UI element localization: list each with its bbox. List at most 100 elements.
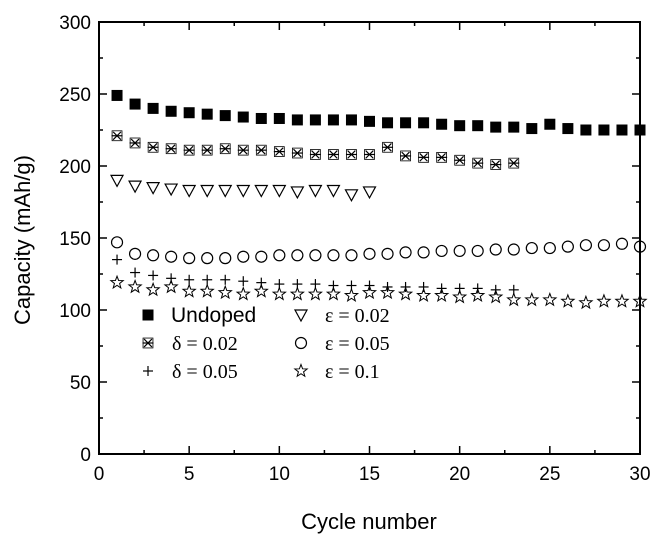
data-point-open-circle [110, 236, 124, 249]
data-point-filled-square [147, 102, 159, 114]
data-point-filled-square [400, 117, 412, 129]
data-point-open-star [596, 293, 612, 308]
data-point-open-triangle-down [146, 182, 161, 195]
data-point-open-circle [543, 241, 556, 255]
data-point-filled-square [598, 124, 610, 136]
data-point-plus [130, 267, 141, 278]
data-point-filled-square [634, 124, 646, 136]
data-point-open-circle [561, 240, 574, 253]
data-point-asterisk [345, 149, 357, 160]
data-point-asterisk [436, 152, 448, 163]
x-tick-label: 30 [629, 464, 650, 485]
x-tick-label: 25 [539, 464, 560, 485]
data-point-open-triangle-down [290, 186, 305, 200]
y-tick-label: 0 [80, 445, 91, 466]
plot-border [98, 21, 641, 455]
data-point-open-star [217, 284, 233, 300]
data-point-asterisk [309, 149, 321, 160]
series-1 [111, 130, 520, 170]
data-point-filled-square [382, 117, 394, 129]
data-point-open-circle [615, 237, 629, 250]
data-point-open-star [524, 291, 540, 307]
data-point-open-star [289, 286, 305, 301]
data-point-filled-square [237, 111, 249, 123]
data-point-open-triangle-down [308, 184, 323, 198]
y-tick-label: 150 [59, 229, 91, 250]
data-point-open-star [379, 284, 396, 300]
data-point-filled-square [508, 121, 520, 133]
data-point-asterisk [508, 157, 520, 169]
data-point-asterisk [111, 130, 123, 142]
data-point-open-circle [489, 243, 502, 256]
y-axis-ticks: 0 50 100 150 200 250 300 [59, 13, 640, 466]
data-point-filled-square [472, 120, 484, 132]
data-point-open-star [127, 279, 143, 294]
data-point-open-star [578, 294, 594, 310]
data-point-asterisk [273, 146, 285, 157]
y-tick-label: 300 [59, 13, 91, 34]
data-point-filled-square [454, 120, 466, 132]
data-point-open-circle [381, 247, 394, 260]
data-point-open-star [434, 287, 450, 303]
data-point-open-circle [201, 252, 214, 265]
data-point-filled-square [526, 123, 538, 135]
data-point-open-circle [507, 243, 520, 256]
data-point-filled-square [201, 108, 213, 120]
y-axis-title: Capacity (mAh/g) [10, 155, 35, 325]
data-point-filled-square [418, 117, 430, 129]
data-point-asterisk [147, 141, 159, 153]
data-point-asterisk [490, 159, 502, 170]
data-point-plus [238, 276, 249, 287]
series-3 [110, 174, 377, 203]
data-point-open-circle [471, 244, 484, 258]
data-point-filled-square [255, 112, 267, 124]
data-point-asterisk [219, 143, 231, 155]
data-point-open-star [416, 287, 432, 303]
legend-label: δ = 0.02 [172, 333, 238, 355]
data-point-plus [148, 270, 159, 281]
data-point-open-circle [399, 246, 412, 259]
legend-marker [293, 309, 309, 323]
legend-label: δ = 0.05 [172, 361, 238, 383]
data-point-filled-square [291, 114, 303, 126]
data-point-filled-square [111, 89, 123, 101]
legend-marker [294, 336, 308, 350]
data-point-asterisk [472, 157, 484, 169]
data-point-asterisk [418, 152, 430, 163]
data-point-open-circle [237, 250, 250, 263]
data-point-open-circle [363, 247, 376, 260]
data-point-open-star [506, 291, 522, 307]
data-point-open-circle [633, 240, 647, 253]
data-point-open-star [271, 286, 287, 301]
data-point-open-star [109, 274, 125, 290]
data-point-filled-square [309, 114, 321, 126]
legend-label: ε = 0.05 [325, 333, 390, 355]
x-tick-label: 20 [449, 464, 470, 485]
data-point-open-circle [345, 249, 358, 262]
data-point-filled-square [219, 110, 231, 122]
data-point-asterisk [165, 143, 177, 155]
data-point-open-star [163, 279, 179, 294]
x-tick-label: 5 [184, 464, 195, 485]
data-point-open-circle [525, 241, 538, 255]
data-point-open-circle [579, 239, 593, 252]
x-tick-label: 15 [359, 464, 380, 485]
data-point-open-star [343, 287, 360, 303]
series-4 [110, 236, 647, 265]
data-point-filled-square [165, 105, 177, 117]
y-tick-label: 200 [59, 157, 91, 178]
x-tick-label: 10 [269, 464, 290, 485]
data-point-open-triangle-down [344, 189, 359, 203]
y-tick-label: 100 [59, 301, 91, 322]
data-point-asterisk [237, 144, 249, 156]
data-point-open-triangle-down [254, 184, 269, 198]
legend-label: ε = 0.1 [325, 361, 380, 383]
data-point-open-triangle-down [218, 184, 233, 198]
x-tick-label: 0 [94, 464, 105, 485]
data-point-plus [220, 274, 231, 285]
data-point-open-star [325, 286, 342, 301]
data-point-open-circle [453, 244, 466, 258]
data-point-open-circle [435, 244, 448, 258]
data-point-plus [202, 274, 213, 285]
data-point-open-star [199, 283, 215, 298]
